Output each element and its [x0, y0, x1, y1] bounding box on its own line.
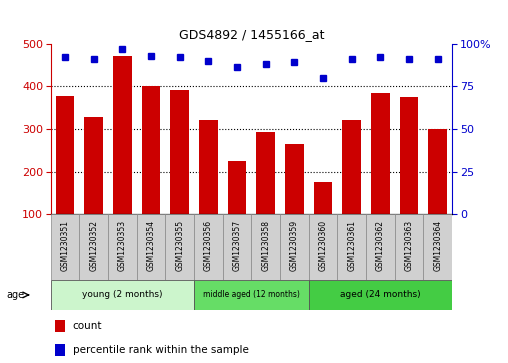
Bar — [251, 214, 280, 280]
Bar — [108, 214, 137, 280]
Bar — [166, 214, 194, 280]
Text: age: age — [7, 290, 25, 300]
Bar — [199, 121, 218, 214]
Text: GSM1230364: GSM1230364 — [433, 220, 442, 271]
Bar — [137, 214, 166, 280]
Text: GSM1230356: GSM1230356 — [204, 220, 213, 271]
Text: GSM1230357: GSM1230357 — [233, 220, 242, 271]
Bar — [55, 344, 65, 355]
Bar — [55, 320, 65, 332]
Bar — [113, 56, 132, 214]
Bar — [223, 214, 251, 280]
Bar — [337, 214, 366, 280]
Text: GSM1230358: GSM1230358 — [261, 220, 270, 271]
Bar — [194, 214, 223, 280]
Text: GSM1230361: GSM1230361 — [347, 220, 356, 271]
Text: count: count — [73, 321, 103, 331]
Bar — [280, 214, 309, 280]
Bar — [314, 182, 332, 214]
Text: GSM1230352: GSM1230352 — [89, 220, 99, 271]
Text: GSM1230362: GSM1230362 — [376, 220, 385, 271]
Bar — [309, 280, 452, 310]
Bar — [257, 132, 275, 214]
Text: GSM1230353: GSM1230353 — [118, 220, 127, 271]
Bar — [285, 144, 304, 214]
Bar — [84, 117, 103, 214]
Title: GDS4892 / 1455166_at: GDS4892 / 1455166_at — [179, 28, 324, 41]
Text: GSM1230355: GSM1230355 — [175, 220, 184, 271]
Bar — [428, 129, 447, 214]
Text: middle aged (12 months): middle aged (12 months) — [203, 290, 300, 299]
Text: young (2 months): young (2 months) — [82, 290, 163, 299]
Bar — [171, 90, 189, 214]
Bar — [371, 93, 390, 214]
Text: percentile rank within the sample: percentile rank within the sample — [73, 344, 249, 355]
Text: aged (24 months): aged (24 months) — [340, 290, 421, 299]
Bar — [366, 214, 395, 280]
Bar — [309, 214, 337, 280]
Text: GSM1230359: GSM1230359 — [290, 220, 299, 271]
Bar — [51, 214, 79, 280]
Bar — [194, 280, 309, 310]
Bar — [342, 121, 361, 214]
Bar — [142, 86, 161, 214]
Bar — [56, 95, 75, 214]
Bar — [424, 214, 452, 280]
Bar — [400, 97, 419, 214]
Text: GSM1230351: GSM1230351 — [60, 220, 70, 271]
Bar — [395, 214, 424, 280]
Text: GSM1230360: GSM1230360 — [319, 220, 328, 271]
Bar — [79, 214, 108, 280]
Text: GSM1230354: GSM1230354 — [147, 220, 155, 271]
Bar — [228, 161, 246, 214]
Text: GSM1230363: GSM1230363 — [404, 220, 414, 271]
Bar — [51, 280, 194, 310]
